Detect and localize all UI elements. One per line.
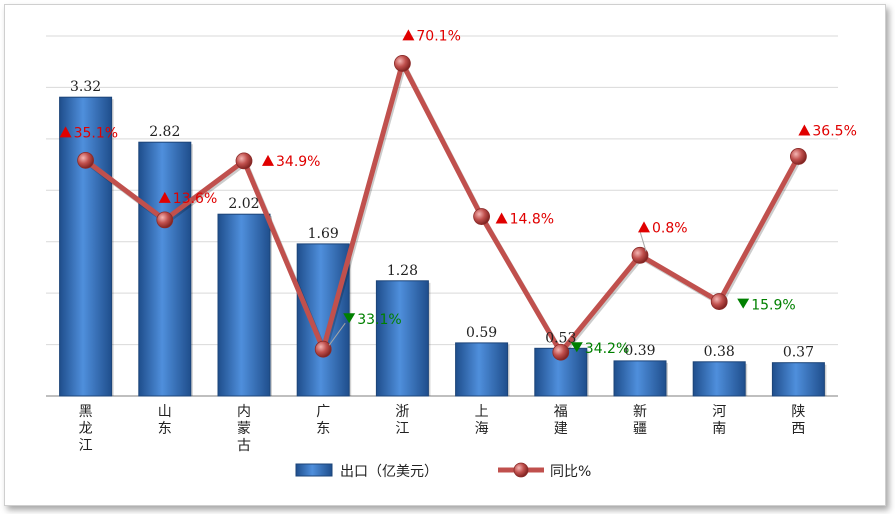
line-point: [710, 293, 728, 310]
bar: [692, 361, 746, 397]
leader-line: [328, 322, 346, 346]
up-triangle-icon: [495, 212, 508, 224]
category-label: 福建: [554, 404, 568, 437]
bar: [771, 362, 825, 397]
bar-value-label: 0.39: [624, 343, 655, 359]
leader-line: [639, 231, 647, 252]
category-label: 山东: [158, 404, 172, 437]
legend-bar-swatch: [295, 463, 333, 477]
line-point: [156, 211, 174, 229]
line-point: [552, 343, 570, 361]
category-label: 浙江: [395, 404, 409, 437]
category-label: 河南: [712, 404, 726, 437]
bar-value-label: 1.28: [387, 263, 418, 279]
growth-value-label: 13.6%: [173, 191, 217, 207]
category-label: 黑龙江: [79, 404, 93, 454]
bar: [455, 342, 509, 397]
category-label: 新疆: [633, 404, 647, 437]
line-point: [235, 152, 253, 170]
line-point: [77, 151, 94, 169]
category-label: 上海: [475, 404, 489, 437]
down-triangle-icon: [570, 342, 583, 353]
down-triangle-icon: [737, 298, 750, 309]
line-shadow: [85, 62, 803, 357]
legend-bar-label: 出口（亿美元）: [340, 464, 438, 480]
growth-label: 35.1%: [59, 125, 118, 141]
growth-value-label: 36.5%: [812, 123, 856, 139]
growth-label: 33.1%: [343, 312, 402, 328]
bar: [59, 96, 113, 397]
bar-value-label: 0.53: [545, 330, 576, 346]
bar: [296, 243, 350, 397]
up-triangle-icon: [262, 154, 274, 166]
line-point: [314, 340, 332, 358]
growth-label: 36.5%: [798, 123, 857, 139]
bar-value-label: 0.38: [704, 344, 735, 360]
bar: [217, 213, 271, 397]
bar-value-label: 3.32: [70, 79, 101, 95]
growth-label: 14.8%: [495, 212, 554, 228]
up-triangle-icon: [638, 221, 650, 233]
legend-line-label: 同比%: [550, 464, 591, 480]
bar: [138, 141, 192, 397]
up-triangle-icon: [59, 126, 72, 138]
growth-value-label: 70.1%: [416, 28, 460, 44]
bar-value-label: 2.82: [149, 124, 180, 140]
bar: [375, 280, 429, 397]
down-triangle-icon: [343, 313, 356, 324]
up-triangle-icon: [402, 29, 415, 41]
growth-label: 70.1%: [402, 28, 461, 44]
category-label: 内蒙古: [237, 404, 251, 454]
bar: [613, 360, 667, 397]
legend-line-marker: [513, 462, 529, 478]
growth-value-label: 0.8%: [652, 220, 688, 236]
up-triangle-icon: [798, 124, 811, 136]
legend: 出口（亿美元） 同比%: [295, 462, 591, 480]
growth-label: 34.2%: [570, 341, 629, 357]
category-label: 陕西: [791, 404, 805, 437]
bar-value-label: 0.59: [466, 325, 497, 341]
growth-label: 15.9%: [737, 298, 796, 314]
bar-value-label: 1.69: [308, 226, 339, 242]
growth-label: 34.9%: [262, 154, 320, 170]
up-triangle-icon: [158, 191, 171, 203]
growth-label: 13.6%: [158, 191, 217, 207]
growth-value-label: 33.1%: [357, 312, 401, 328]
category-label: 广东: [316, 404, 330, 437]
growth-value-label: 15.9%: [751, 298, 795, 314]
growth-value-label: 14.8%: [510, 212, 554, 228]
bar-value-label: 0.37: [783, 345, 814, 361]
line-point: [473, 208, 491, 225]
growth-line: [84, 60, 801, 355]
line-point: [631, 246, 649, 264]
line-point: [393, 55, 411, 72]
growth-value-label: 34.2%: [585, 341, 629, 357]
growth-label: 0.8%: [638, 220, 688, 236]
growth-value-label: 34.9%: [276, 154, 320, 170]
line-point: [790, 148, 807, 165]
bar-value-label: 2.02: [228, 196, 259, 212]
growth-value-label: 35.1%: [74, 125, 118, 141]
